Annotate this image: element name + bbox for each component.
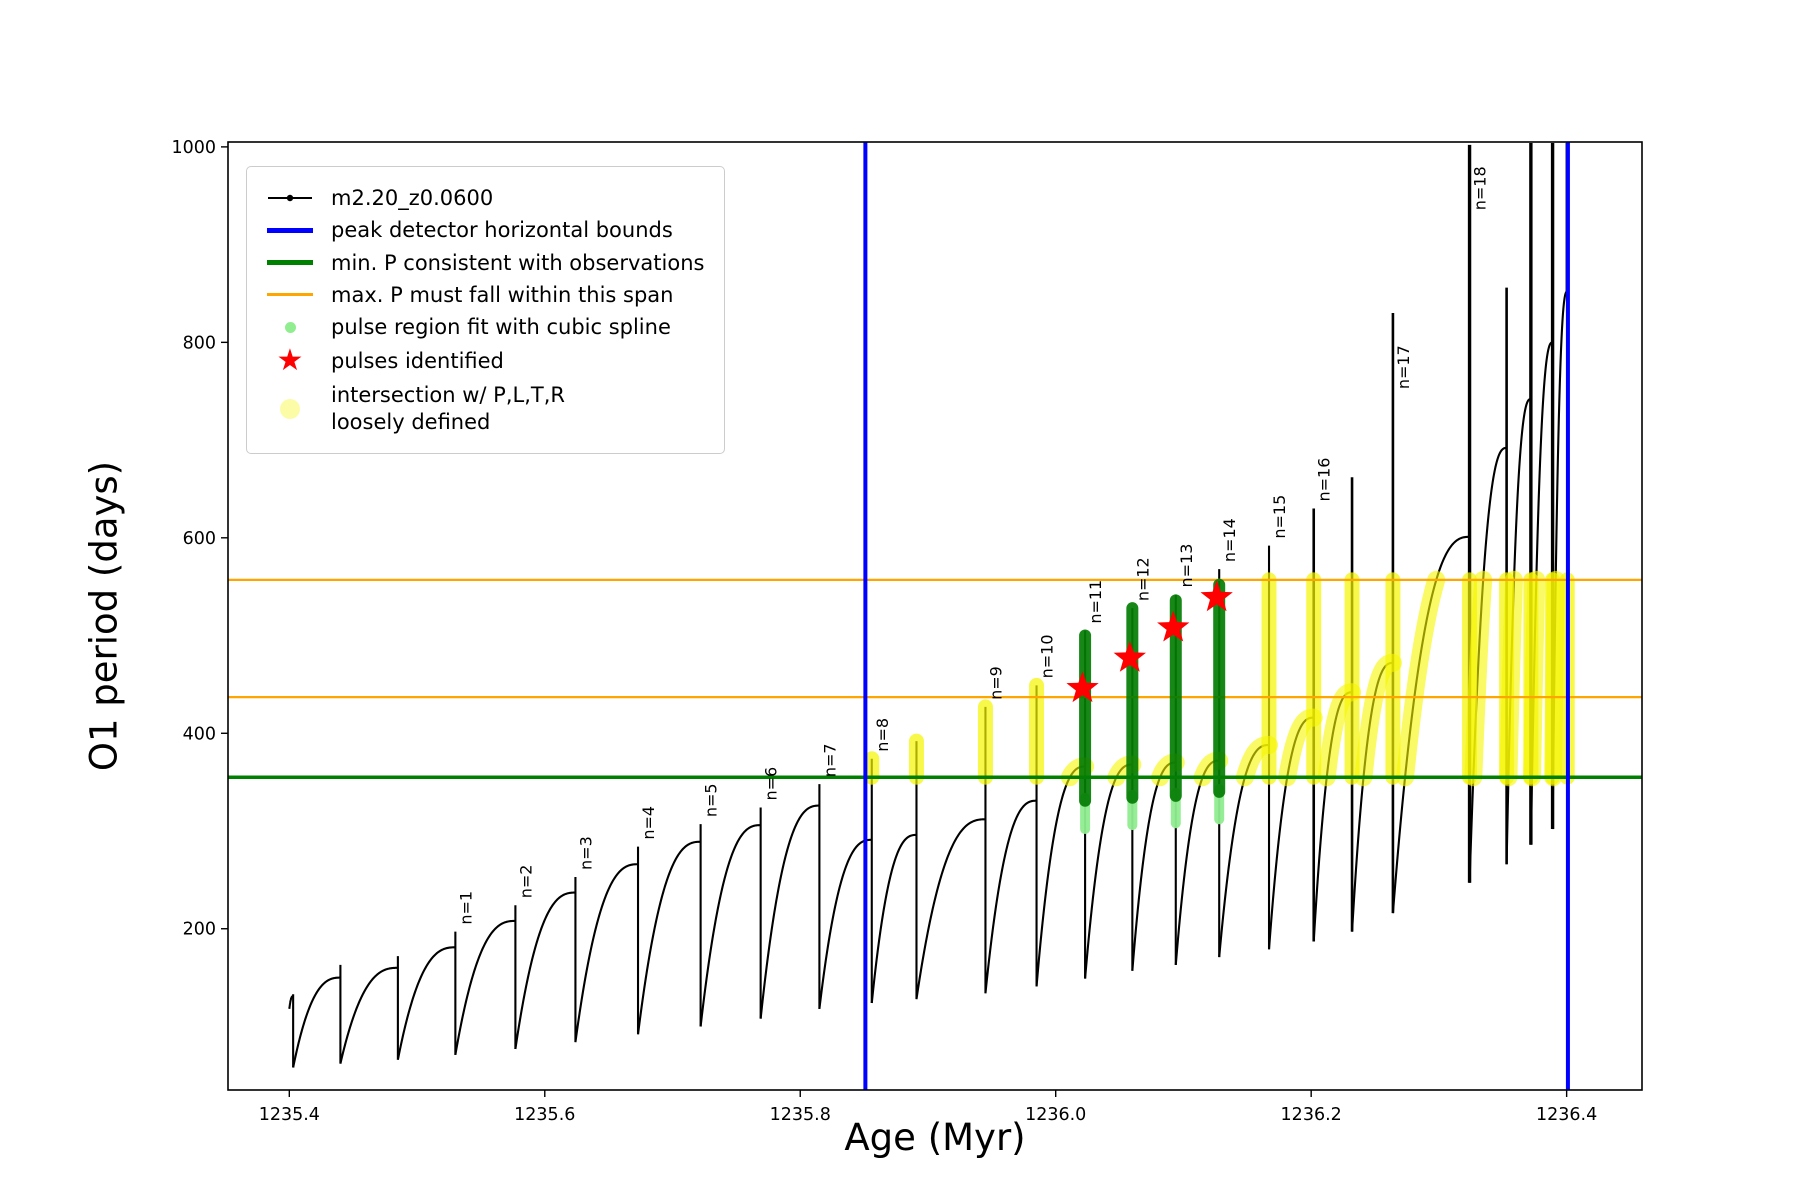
pulse-curve <box>699 824 761 1027</box>
y-tick-label: 800 <box>183 333 216 353</box>
dot-marker-circle <box>284 321 296 333</box>
legend-entry: peak detector horizontal bounds <box>263 217 704 243</box>
pulse-number-label: n=9 <box>986 666 1005 700</box>
pulse-number-label: n=4 <box>639 806 658 840</box>
legend-entry: m2.20_z0.0600 <box>263 185 704 211</box>
y-tick-label: 600 <box>183 529 216 549</box>
pulse-number-label: n=18 <box>1471 166 1490 210</box>
x-tick-label: 1235.8 <box>770 1105 831 1125</box>
pulse-star <box>1066 671 1099 703</box>
legend-entry: ★ pulses identified <box>263 346 704 376</box>
pulse-curve <box>396 946 456 1060</box>
x-tick-label: 1236.4 <box>1536 1105 1597 1125</box>
legend-label: pulse region fit with cubic spline <box>331 315 671 339</box>
pulse-curve <box>870 833 917 1004</box>
legend-entry: intersection w/ P,L,T,R loosely defined <box>263 382 704 435</box>
yellow-arc <box>1523 570 1546 787</box>
pulse-curve <box>574 863 639 1043</box>
pulse-curve <box>915 818 986 1000</box>
pulse-curve <box>339 966 398 1064</box>
dot-marker <box>263 398 317 419</box>
yellow-arc <box>1396 570 1446 787</box>
line-marker-bar <box>267 260 313 266</box>
pulse-number-label: n=10 <box>1038 634 1057 678</box>
legend-label: pulses identified <box>331 349 504 374</box>
legend-label: max. P must fall within this span <box>331 282 674 307</box>
y-axis-label: O1 period (days) <box>82 460 126 772</box>
pulse-number-label: n=17 <box>1394 345 1413 389</box>
legend-label: min. P consistent with observations <box>331 250 705 275</box>
line-marker <box>263 260 317 266</box>
yellow-arc <box>1544 570 1565 787</box>
pulse-number-label: n=14 <box>1220 518 1239 562</box>
line-marker-bar <box>267 227 313 233</box>
pulse-number-label: n=7 <box>820 743 839 777</box>
legend-label: peak detector horizontal bounds <box>331 218 673 243</box>
pulse-number-label: n=13 <box>1177 544 1196 588</box>
pulse-number-label: n=5 <box>702 783 721 817</box>
x-tick-label: 1236.0 <box>1025 1105 1086 1125</box>
line-marker <box>263 227 317 233</box>
yellow-arc <box>1464 570 1493 787</box>
x-axis-label: Age (Myr) <box>844 1116 1026 1159</box>
pulse-star <box>1157 610 1190 642</box>
pulse-number-label: n=11 <box>1086 580 1105 624</box>
pulse-curve <box>759 804 820 1019</box>
legend-entry: min. P consistent with observations <box>263 250 704 276</box>
x-tick-label: 1235.6 <box>514 1105 575 1125</box>
pulse-curve <box>454 919 516 1056</box>
series-line-marker-svg <box>268 194 312 202</box>
legend-label: intersection w/ P,L,T,R loosely defined <box>331 383 565 434</box>
pulse-number-label: n=1 <box>456 891 475 925</box>
star-marker-icon: ★ <box>263 346 317 376</box>
pulse-number-label: n=16 <box>1315 458 1334 502</box>
pulse-star <box>1113 641 1146 672</box>
line-marker-bar <box>267 293 313 297</box>
dot-marker-circle <box>280 398 300 419</box>
pulse-curve <box>984 799 1037 994</box>
legend-label: m2.20_z0.0600 <box>331 186 494 210</box>
axes-border <box>227 141 1643 1091</box>
yellow-arc <box>1499 570 1523 787</box>
x-tick-label: 1235.4 <box>259 1105 320 1125</box>
pulse-star <box>1200 580 1233 612</box>
pulse-curve <box>636 840 701 1035</box>
pulse-curve <box>514 891 576 1050</box>
star-glyph: ★ <box>276 343 304 379</box>
pulse-number-label: n=6 <box>762 767 781 801</box>
line-marker <box>263 293 317 297</box>
y-tick-label: 1000 <box>171 138 216 158</box>
pulse-curve <box>292 976 341 1068</box>
y-tick-label: 400 <box>183 724 216 744</box>
pulse-curve <box>818 838 872 1010</box>
pulse-number-label: n=2 <box>516 865 535 899</box>
pulse-number-label: n=12 <box>1133 557 1152 601</box>
legend-entry: pulse region fit with cubic spline <box>263 314 704 340</box>
legend-entry: max. P must fall within this span <box>263 282 704 308</box>
y-tick-label: 200 <box>183 920 216 940</box>
pulse-number-label: n=3 <box>576 836 595 870</box>
dot-marker <box>263 321 317 333</box>
x-tick-label: 1236.2 <box>1281 1105 1342 1125</box>
pulse-number-label: n=8 <box>873 718 892 752</box>
series-line-marker <box>263 188 317 208</box>
pulse-number-label: n=15 <box>1270 495 1289 539</box>
